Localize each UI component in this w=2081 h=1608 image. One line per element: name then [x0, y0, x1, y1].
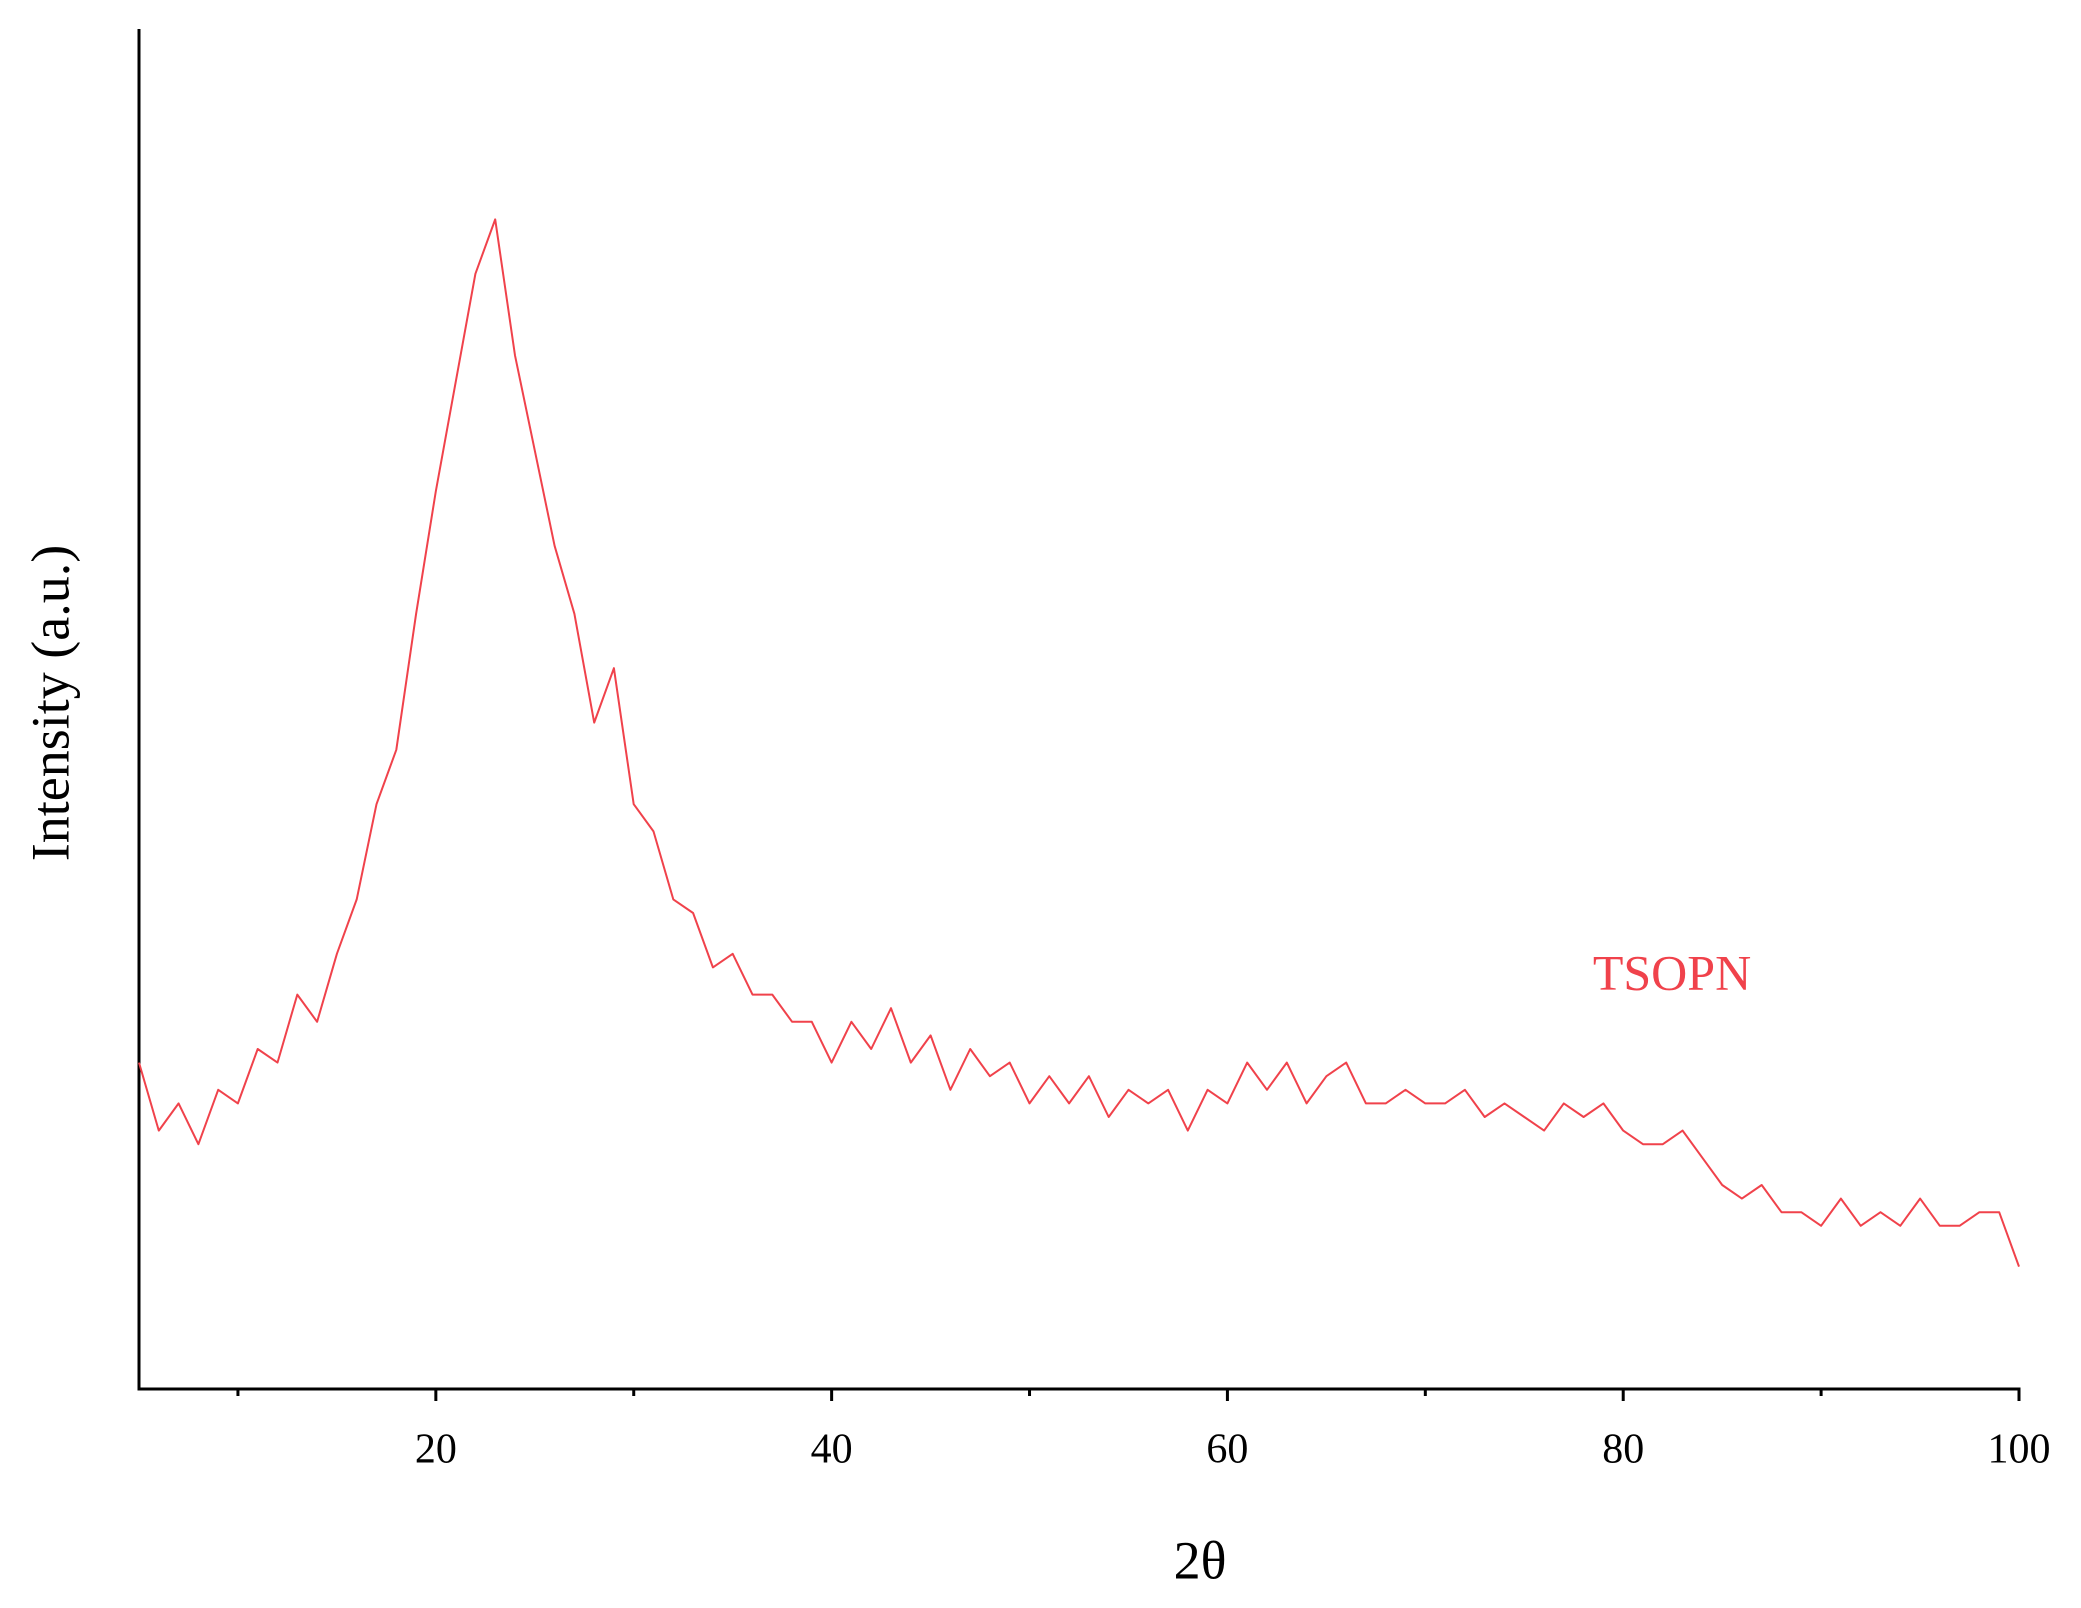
x-axis-title: 2θ	[1174, 1530, 1227, 1590]
x-tick-label: 20	[415, 1427, 457, 1473]
series-label: TSOPN	[1593, 944, 1751, 1000]
x-tick-label: 40	[811, 1427, 853, 1473]
y-axis-title: Intensity (a.u.)	[20, 545, 80, 861]
data-line	[138, 218, 2020, 1267]
x-tick-label: 80	[1602, 1427, 1644, 1473]
x-tick-label: 100	[1988, 1427, 2051, 1473]
x-tick-label: 60	[1206, 1427, 1248, 1473]
